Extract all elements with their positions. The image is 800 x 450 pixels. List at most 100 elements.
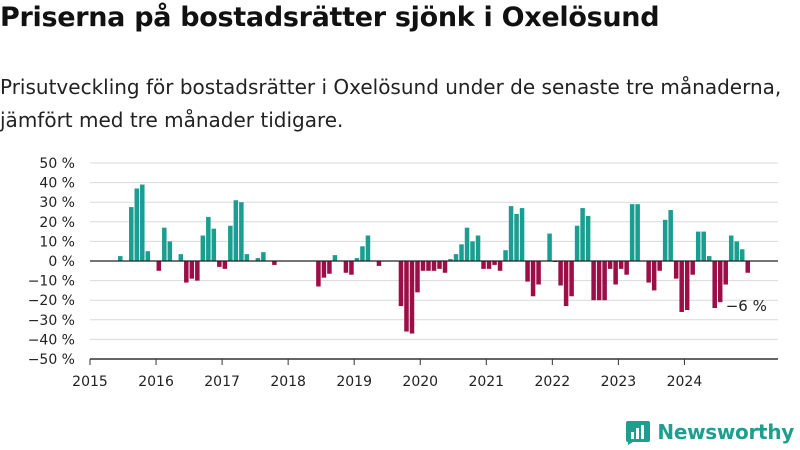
bar — [585, 215, 591, 261]
x-tick-label: 2021 — [468, 374, 504, 390]
bar — [239, 202, 244, 261]
bar — [624, 261, 629, 275]
bar — [695, 231, 701, 261]
bar — [129, 207, 134, 261]
bar — [228, 225, 233, 261]
bar — [492, 261, 497, 265]
bar — [690, 261, 695, 275]
x-tick-label: 2022 — [535, 374, 571, 390]
bar — [574, 225, 580, 261]
bar — [261, 252, 266, 261]
bar — [684, 261, 690, 310]
bar — [635, 204, 640, 261]
bar — [618, 261, 624, 269]
bar-chart: 50 % 40 % 30 % 20 % 10 % 0 % −10 % −20 % −30 % −4… — [28, 156, 778, 390]
bar — [233, 200, 239, 261]
bar — [569, 261, 574, 297]
x-tick-label: 2016 — [138, 374, 174, 390]
bar — [679, 261, 684, 312]
bar — [360, 246, 365, 261]
bar — [178, 254, 184, 261]
data-label: −6 % — [726, 297, 767, 315]
y-axis-ticks: 50 % 40 % 30 % 20 % 10 % 0 % −10 % −20 % −30 % −4… — [28, 156, 75, 368]
y-tick-label: 40 % — [39, 176, 75, 192]
bar — [140, 184, 145, 261]
bar — [343, 261, 349, 273]
y-tick-label: −10 % — [28, 274, 75, 290]
bar — [376, 261, 382, 266]
bar — [646, 261, 651, 283]
bar — [563, 261, 569, 307]
x-tick-label: 2018 — [270, 374, 306, 390]
bar — [530, 261, 536, 297]
bar — [525, 261, 530, 282]
y-tick-label: 0 % — [48, 254, 75, 270]
bar — [217, 261, 222, 267]
bar — [486, 261, 492, 269]
y-tick-label: 10 % — [39, 234, 75, 250]
bar — [453, 254, 459, 261]
bar — [580, 208, 585, 261]
bar — [514, 213, 519, 261]
bar — [145, 251, 151, 261]
bars — [118, 184, 750, 334]
bar — [211, 228, 217, 261]
y-tick-label: 30 % — [39, 195, 75, 211]
x-tick-label: 2024 — [667, 374, 703, 390]
bar — [184, 261, 189, 283]
y-tick-label: −20 % — [28, 293, 75, 309]
bar — [420, 261, 426, 271]
bar — [327, 261, 332, 274]
bar — [475, 235, 481, 261]
bar — [481, 261, 486, 269]
x-tick-label: 2015 — [72, 374, 108, 390]
bar — [657, 261, 662, 271]
bar — [118, 256, 123, 261]
bar — [134, 188, 140, 261]
bar — [162, 227, 167, 261]
bar — [662, 219, 668, 261]
bar — [519, 208, 525, 261]
bar — [431, 261, 437, 271]
bar — [596, 261, 602, 301]
bar — [448, 259, 453, 261]
y-tick-label: −40 % — [28, 332, 75, 348]
annotations: −6 % — [726, 297, 767, 315]
bar — [602, 261, 607, 301]
bar — [398, 261, 404, 307]
bar — [442, 261, 448, 273]
bar — [734, 241, 739, 261]
bar — [222, 261, 228, 269]
bar — [195, 261, 200, 281]
bar — [316, 261, 321, 287]
bar — [272, 261, 277, 265]
bar — [244, 254, 250, 261]
bar — [717, 261, 723, 303]
y-tick-label: −50 % — [28, 352, 75, 368]
bar — [536, 261, 541, 285]
bar — [332, 255, 338, 261]
bar — [613, 261, 618, 285]
x-tick-label: 2020 — [402, 374, 438, 390]
chart-subtitle: Prisutveckling för bostadsrätter i Oxelö… — [0, 75, 782, 132]
bar — [404, 261, 409, 332]
bar — [723, 261, 728, 285]
bar — [497, 261, 503, 271]
y-tick-label: −30 % — [28, 313, 75, 329]
bar — [739, 249, 745, 261]
bar — [668, 210, 673, 261]
x-tick-label: 2019 — [336, 374, 372, 390]
bar — [255, 258, 261, 261]
y-tick-label: 50 % — [39, 156, 75, 172]
x-tick-label: 2023 — [601, 374, 637, 390]
bar — [464, 227, 470, 261]
bar — [470, 241, 475, 261]
bar — [508, 206, 514, 261]
bar — [189, 261, 195, 279]
y-tick-label: 20 % — [39, 215, 75, 231]
bar — [673, 261, 679, 279]
x-tick-label: 2017 — [204, 374, 240, 390]
bar — [651, 261, 657, 291]
bar — [728, 235, 734, 261]
bar — [629, 204, 635, 261]
